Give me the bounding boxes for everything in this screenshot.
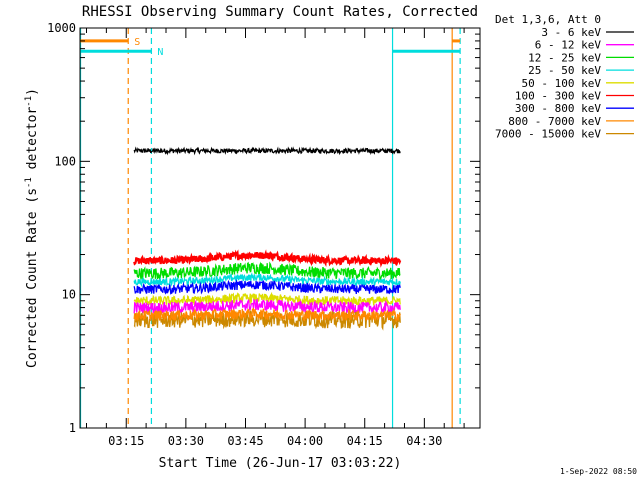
y-axis-label-mid: detector	[25, 107, 40, 178]
series-line-2	[133, 261, 401, 281]
axis-ticks: 1 10 100 1000 03:15 03:30 03:45 04:00 04:15 04:30	[47, 21, 480, 448]
chart-title: RHESSI Observing Summary Count Rates, Co…	[82, 4, 478, 20]
x-axis-label: Start Time (26-Jun-17 03:03:22)	[159, 456, 402, 471]
legend-label-6: 300 - 800 keV	[515, 102, 601, 115]
legend-label-2: 12 - 25 keV	[528, 51, 601, 64]
series-line-1	[133, 249, 402, 268]
y-axis-label-exponent-2: -1	[24, 96, 34, 107]
flag-label-1: N	[157, 47, 163, 58]
y-tick-label-2: 100	[54, 154, 76, 168]
y-axis-label-exponent-1: -1	[24, 177, 34, 188]
y-axis-label-end: )	[25, 88, 40, 96]
legend-label-8: 7000 - 15000 keV	[495, 128, 601, 141]
y-axis-label-main: Corrected Count Rate (s	[25, 188, 40, 368]
x-tick-label-4: 04:15	[347, 434, 383, 448]
series-line-4	[133, 278, 401, 295]
x-tick-label-0: 03:15	[108, 434, 144, 448]
series-line-8	[133, 307, 401, 323]
x-tick-label-1: 03:30	[168, 434, 204, 448]
legend-header: Det 1,3,6, Att 0	[495, 13, 601, 26]
date-stamp: 1-Sep-2022 08:50	[560, 467, 637, 476]
legend-label-3: 25 - 50 keV	[528, 64, 601, 77]
series-line-0	[133, 146, 401, 156]
plot-decorations: SN	[79, 28, 461, 428]
legend-label-4: 50 - 100 keV	[522, 77, 602, 90]
x-tick-label-3: 04:00	[287, 434, 323, 448]
y-tick-label-1: 10	[62, 288, 76, 302]
series-line-5	[133, 291, 401, 307]
x-tick-label-5: 04:30	[406, 434, 442, 448]
y-axis-label: Corrected Count Rate (s-1 detector-1)	[24, 88, 40, 368]
x-tick-label-2: 03:45	[227, 434, 263, 448]
legend-label-1: 6 - 12 keV	[535, 39, 602, 52]
y-tick-label-0: 1	[69, 421, 76, 435]
flag-label-0: S	[134, 37, 140, 48]
legend-label-7: 800 - 7000 keV	[508, 115, 601, 128]
series-layer	[133, 146, 402, 331]
y-tick-label-3: 1000	[47, 21, 76, 35]
legend-label-5: 100 - 300 keV	[515, 90, 601, 103]
plot-frame	[79, 27, 481, 429]
legend-label-0: 3 - 6 keV	[541, 26, 601, 39]
